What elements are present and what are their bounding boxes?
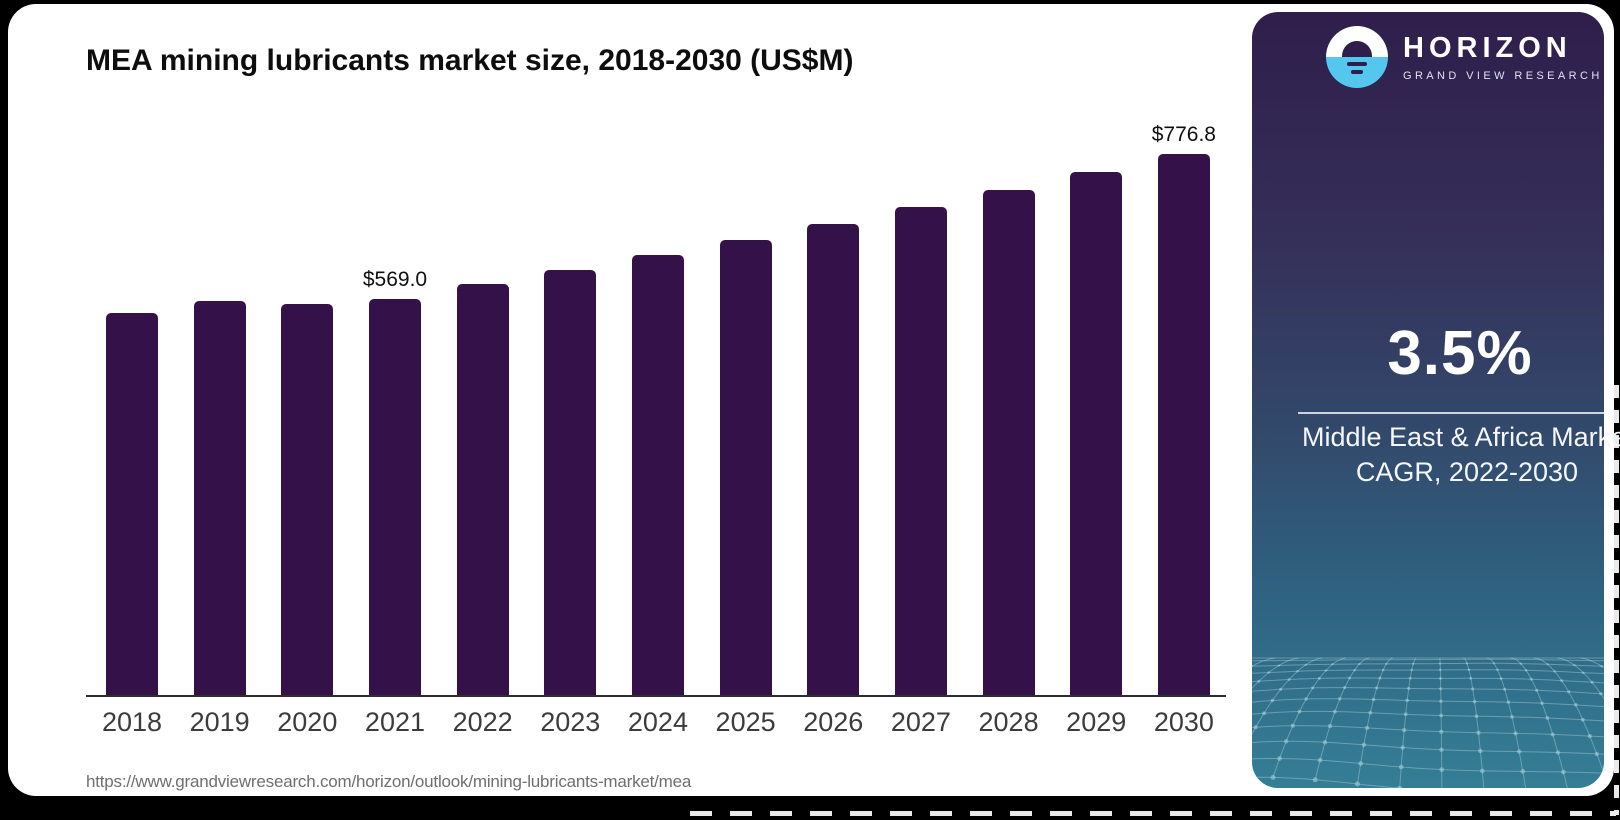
x-axis-label: 2029	[1066, 707, 1127, 737]
x-axis-label: 2019	[189, 707, 250, 737]
bar-2023	[544, 270, 597, 695]
source-url: https://www.grandviewresearch.com/horizo…	[86, 772, 692, 791]
x-axis-label: 2023	[540, 707, 601, 737]
x-axis-label: 2018	[101, 707, 163, 737]
brand-text-block: HORIZON GRAND VIEW RESEARCH	[1403, 32, 1603, 82]
bar-column: 2027	[891, 154, 951, 737]
mesh-spill-right	[1614, 385, 1619, 815]
cagr-stat-label: Middle East & Africa Market CAGR, 2022-2…	[1302, 420, 1620, 490]
logo-dash	[1347, 62, 1367, 66]
x-axis-label: 2025	[715, 707, 776, 737]
bar-column: 2026	[803, 154, 863, 737]
bar-column: 2029	[1066, 154, 1126, 737]
bar-2020	[281, 304, 334, 695]
x-axis-label: 2020	[277, 707, 338, 737]
bar-column: 2024	[628, 154, 688, 737]
logo-dash	[1351, 70, 1363, 74]
wireframe-mesh-icon	[1252, 657, 1604, 788]
bar-column: 2023	[540, 154, 600, 737]
bar-2022	[456, 284, 509, 695]
bar-2019	[193, 301, 246, 695]
bar-2026	[807, 224, 860, 695]
brand-name: HORIZON	[1403, 32, 1572, 64]
bar-column: $776.8 2030	[1152, 123, 1216, 737]
x-axis-label: 2021	[364, 707, 426, 737]
bar-column: 2020	[277, 154, 337, 737]
cagr-label-line2: CAGR, 2022-2030	[1355, 457, 1579, 487]
sidebar: HORIZON GRAND VIEW RESEARCH 3.5%	[1252, 12, 1604, 788]
brand-logo-row: HORIZON GRAND VIEW RESEARCH	[1326, 26, 1603, 88]
x-axis-label: 2024	[627, 707, 688, 737]
bar-2024	[631, 255, 684, 695]
plot-area: 2018 2019 2020 $569.0 2021 2022 2023 2024 2025 20…	[86, 123, 1226, 737]
bar-column: $569.0 2021	[363, 154, 427, 737]
bar-column: 2028	[979, 154, 1039, 737]
bar-value-label: $776.8	[1151, 123, 1216, 146]
bar-2027	[894, 207, 947, 695]
x-axis-label: 2026	[803, 707, 864, 737]
bar-2029	[1070, 172, 1123, 695]
bar-column: 2025	[716, 154, 776, 737]
cagr-label-line1: Middle East & Africa Market	[1302, 422, 1620, 452]
mesh-spill-bottom	[690, 811, 1616, 816]
chart-title: MEA mining lubricants market size, 2018-…	[86, 44, 854, 77]
bar-value-label: $569.0	[362, 268, 428, 291]
stat-divider	[1298, 412, 1604, 414]
bar-2021: $569.0	[363, 268, 427, 695]
x-axis-label: 2027	[890, 707, 951, 737]
bar-2028	[982, 190, 1035, 695]
x-axis-label: 2022	[452, 707, 513, 737]
brand-subtitle: GRAND VIEW RESEARCH	[1403, 70, 1603, 82]
cagr-stat-value: 3.5%	[1387, 319, 1533, 388]
x-axis-label: 2028	[978, 707, 1039, 737]
x-axis-label: 2030	[1153, 707, 1214, 737]
bar-2018	[106, 313, 158, 695]
bar-2025	[719, 240, 772, 695]
sun-icon	[1342, 41, 1372, 57]
bar-column: 2019	[190, 154, 250, 737]
bar-column: 2022	[453, 154, 513, 737]
bar-column: 2018	[102, 154, 162, 737]
horizon-logo-icon	[1326, 26, 1388, 88]
bar-2030: $776.8	[1152, 123, 1216, 695]
